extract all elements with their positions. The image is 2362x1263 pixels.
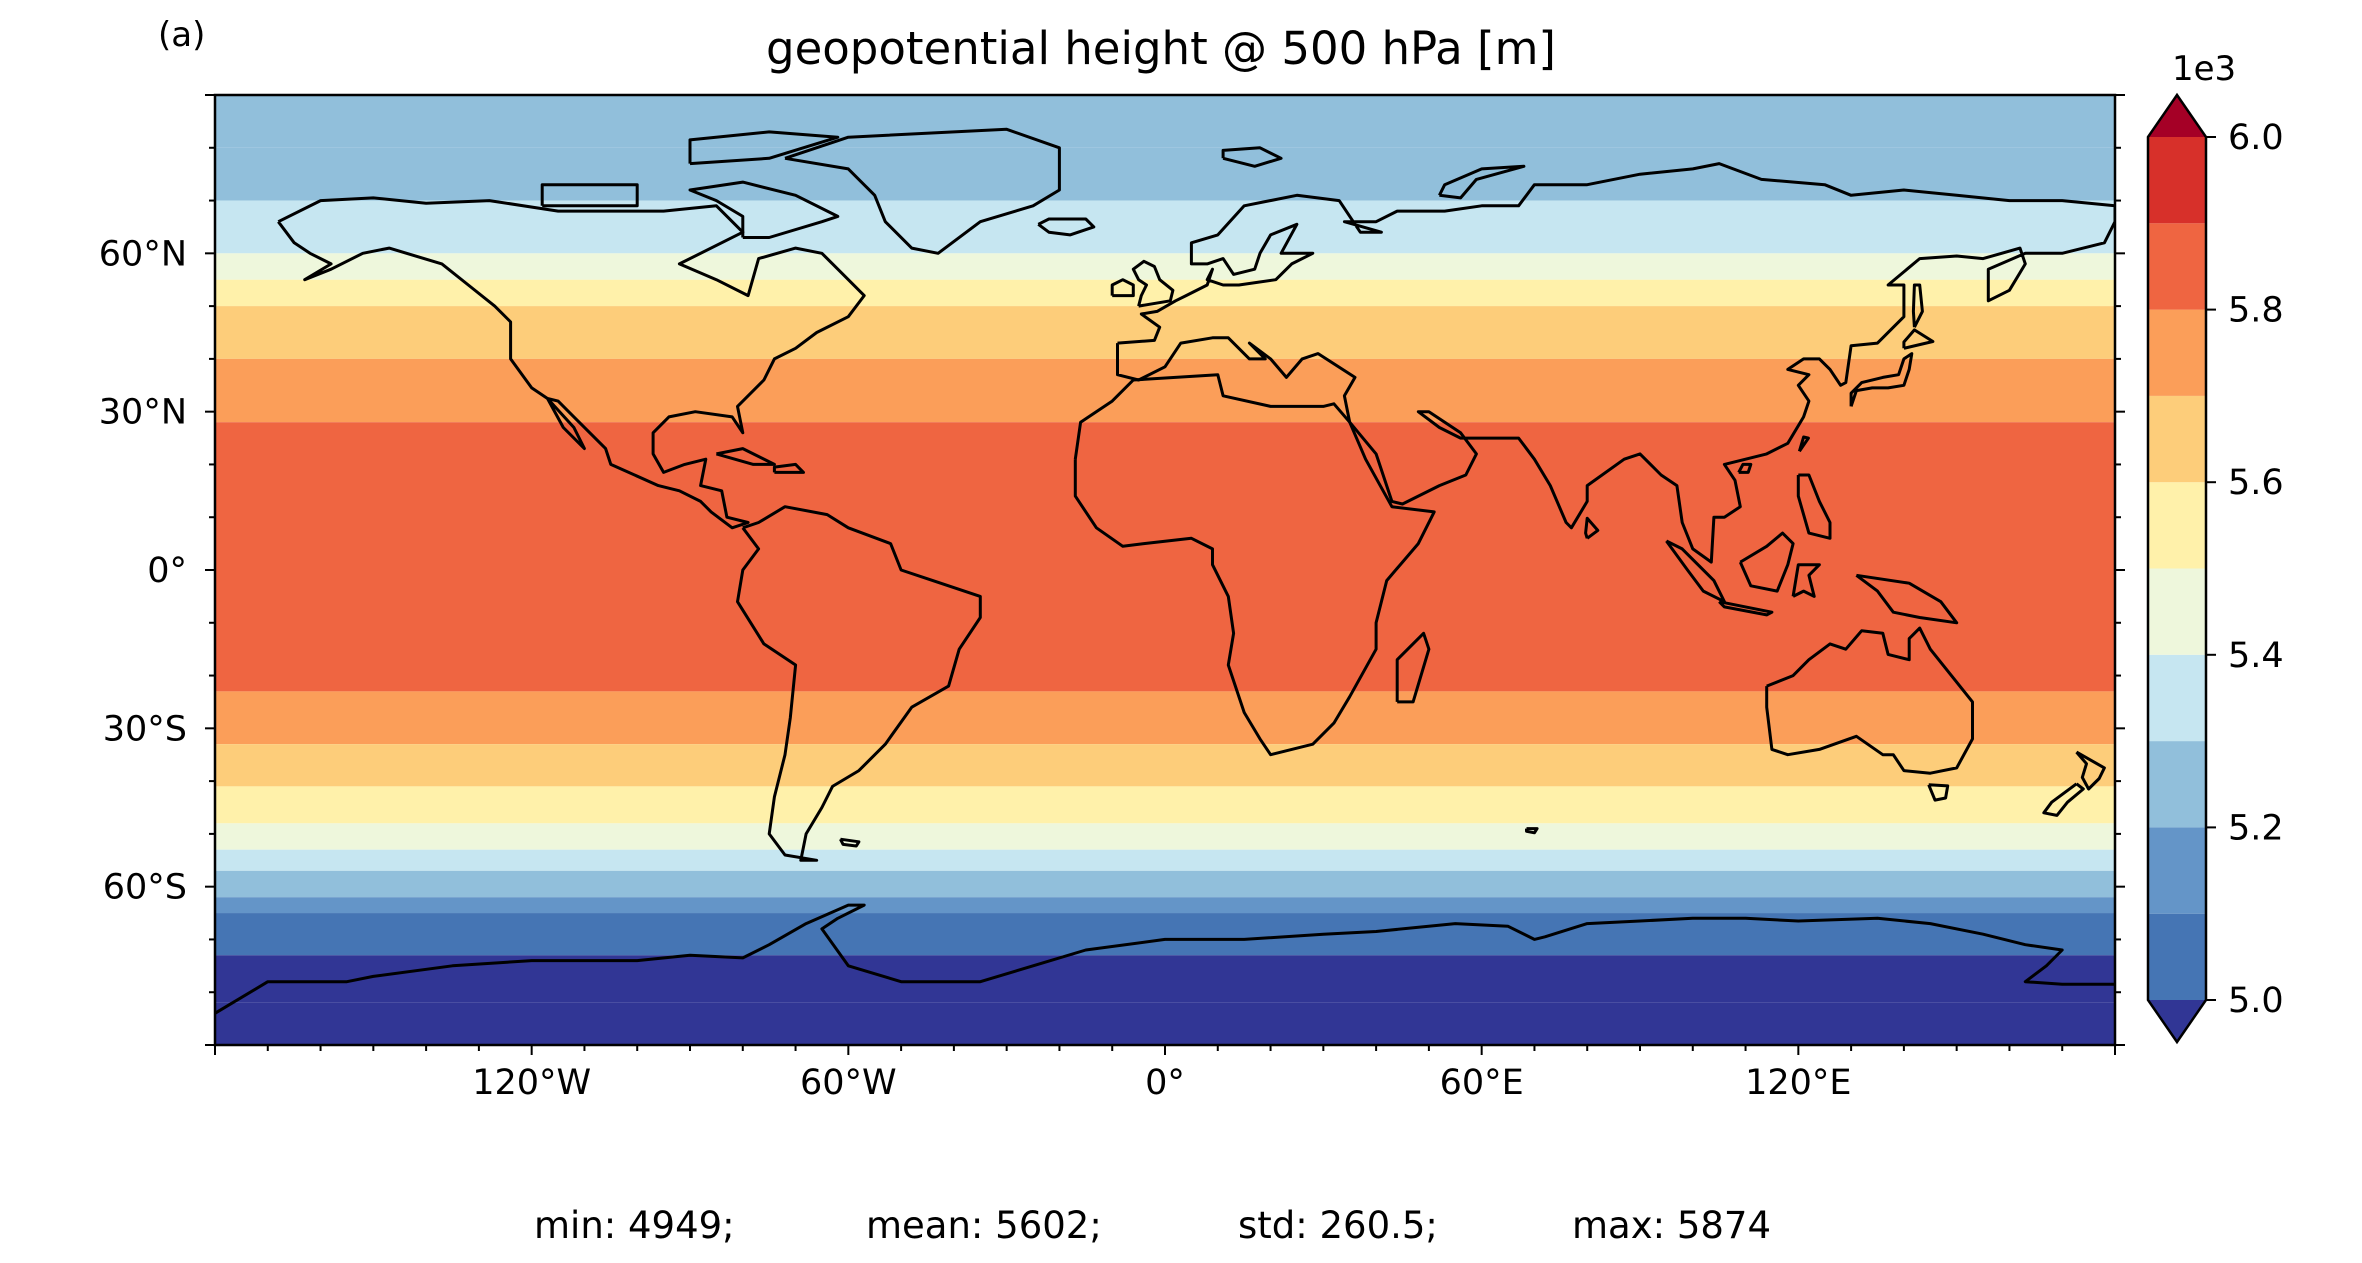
coastline-borneo [1738, 531, 1795, 593]
colorbar-segment [2148, 395, 2206, 483]
coastline-novaya-zemlya [1438, 164, 1526, 200]
stat-std: std: 260.5; [1238, 1204, 1438, 1247]
colorbar: 5.0 5.2 5.4 5.6 5.8 6.0 [2146, 92, 2284, 1045]
coastline-africa [1073, 373, 1436, 757]
colorbar-segment [2148, 654, 2206, 742]
colorbar-multiplier: 1e3 [2172, 49, 2236, 89]
field-band [215, 422, 2115, 692]
x-tick-label: 120°W [472, 1063, 591, 1103]
coastline-philippines [1796, 473, 1832, 540]
stat-min: min: 4949; [534, 1204, 735, 1247]
colorbar-tick-label: 5.4 [2228, 636, 2284, 676]
colorbar-tick-label: 6.0 [2228, 118, 2284, 158]
y-tick-label: 30°N [99, 393, 187, 433]
coastline-sakhalin [1911, 283, 1924, 328]
x-tick-label: 120°E [1745, 1063, 1851, 1103]
coastline-antarctica [215, 903, 2115, 1015]
x-tick-label: 60°E [1440, 1063, 1524, 1103]
coastline-south-america [736, 505, 982, 862]
coastline-sri-lanka [1584, 516, 1600, 540]
colorbar-segment [2148, 223, 2206, 310]
colorbar-tick-label: 5.2 [2228, 808, 2284, 848]
field-band [215, 147, 2115, 201]
colorbar-segment [2148, 568, 2206, 655]
field-band [215, 691, 2115, 745]
y-tick-label: 30°S [103, 709, 187, 749]
y-tick-label: 60°N [99, 234, 187, 274]
coastline-svalbard [1221, 146, 1283, 168]
panel-label: (a) [158, 15, 205, 55]
coastline-baffin-island [688, 180, 840, 239]
coastline-ireland [1110, 278, 1135, 298]
colorbar-segment [2148, 482, 2206, 569]
coastline-australia [1765, 626, 1974, 775]
coastline-java [1718, 600, 1774, 617]
field-band [215, 786, 2115, 824]
colorbar-tick-label: 5.0 [2228, 981, 2284, 1021]
colorbar-segment [2148, 741, 2206, 828]
field-band [215, 823, 2115, 850]
y-tick-label: 0° [147, 551, 187, 591]
coastline-new-zealand-north [2075, 750, 2106, 791]
colorbar-extend-high [2148, 95, 2206, 137]
map-ticks [205, 94, 2125, 1055]
stat-mean: mean: 5602; [866, 1204, 1102, 1247]
y-tick-label: 60°S [103, 868, 187, 908]
coastline-madagascar [1395, 631, 1431, 704]
colorbar-tick-label: 5.6 [2228, 463, 2284, 503]
coastline-eurasia [1116, 162, 2115, 564]
coastline-hispaniola [772, 462, 805, 474]
field-band [215, 1002, 2115, 1045]
colorbar-segment [2148, 137, 2206, 224]
coastline-greenland [784, 127, 1061, 255]
x-tick-label: 60°W [800, 1063, 897, 1103]
coastline-new-guinea [1855, 573, 1959, 625]
colorbar-tick-label: 5.8 [2228, 291, 2284, 331]
chart-title: geopotential height @ 500 hPa [m] [766, 22, 1556, 75]
field-band [215, 849, 2115, 871]
map-field [215, 95, 2115, 1045]
stats-line: min: 4949; mean: 5602; std: 260.5; max: … [534, 1204, 1771, 1247]
coastline-falklands [839, 837, 861, 848]
field-band [215, 200, 2115, 254]
colorbar-segment [2148, 309, 2206, 396]
coastline-honshu [1849, 352, 1914, 407]
colorbar-segment [2148, 827, 2206, 914]
stat-max: max: 5874 [1572, 1204, 1771, 1247]
coastline-victoria-island [540, 183, 639, 208]
coastline-taiwan [1797, 435, 1810, 453]
coastlines [215, 127, 2115, 1015]
coastline-iceland [1037, 217, 1096, 237]
colorbar-extend-low [2148, 1000, 2206, 1042]
field-band [215, 744, 2115, 787]
field-band [215, 253, 2115, 280]
x-tick-label: 0° [1145, 1063, 1185, 1103]
coastline-sulawesi [1791, 563, 1821, 598]
colorbar-segment [2148, 913, 2206, 1000]
coastline-uk [1131, 259, 1175, 308]
coastline-hainan [1737, 462, 1753, 474]
field-band [215, 358, 2115, 423]
coastline-ellesmere-island [688, 130, 840, 166]
coastline-kerguelen [1525, 827, 1539, 835]
field-band [215, 955, 2115, 1003]
coastline-tasmania [1927, 783, 1950, 802]
coastline-cuba [715, 447, 776, 466]
map-tick-labels: 120°W 60°W 0° 60°E 120°E 60°N 30°N 0° 30°S 60°S [99, 234, 1852, 1103]
field-band [215, 897, 2115, 914]
coastline-hokkaido [1902, 328, 1935, 350]
coastline-north-america [277, 196, 866, 530]
coastline-new-zealand-south [2042, 782, 2085, 817]
field-band [215, 306, 2115, 359]
field-band [215, 870, 2115, 898]
field-band [215, 95, 2115, 148]
